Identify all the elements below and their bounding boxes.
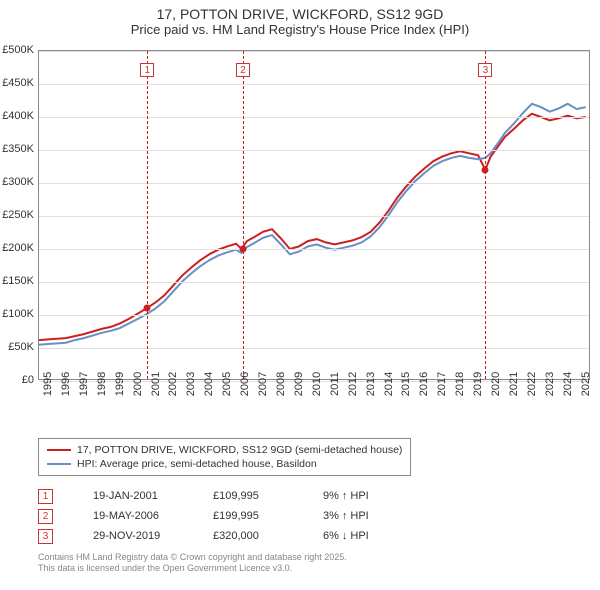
sale-date: 29-NOV-2019 [93, 530, 213, 542]
x-axis-label: 2012 [347, 372, 359, 396]
footer-attribution: Contains HM Land Registry data © Crown c… [38, 552, 347, 575]
x-axis-label: 2002 [167, 372, 179, 396]
x-axis-label: 2008 [275, 372, 287, 396]
y-axis-label: £100K [2, 308, 34, 320]
x-axis-label: 1999 [114, 372, 126, 396]
x-axis-label: 2018 [454, 372, 466, 396]
sale-dot [239, 246, 246, 253]
x-axis-label: 1997 [78, 372, 90, 396]
y-axis-label: £50K [8, 341, 34, 353]
x-axis-label: 2009 [293, 372, 305, 396]
x-axis-label: 2019 [472, 372, 484, 396]
sale-diff: 9% ↑ HPI [323, 490, 413, 502]
sale-dot [482, 166, 489, 173]
sale-date: 19-MAY-2006 [93, 510, 213, 522]
title-address: 17, POTTON DRIVE, WICKFORD, SS12 9GD [0, 6, 600, 22]
x-axis-label: 2023 [544, 372, 556, 396]
sales-table: 1 19-JAN-2001 £109,995 9% ↑ HPI 2 19-MAY… [38, 486, 413, 546]
sale-marker-box: 1 [140, 63, 154, 77]
plot-region: 1 2 3 [38, 50, 590, 380]
y-axis-label: £300K [2, 176, 34, 188]
sale-vline [243, 51, 244, 379]
sale-dot [144, 305, 151, 312]
x-axis-label: 2024 [562, 372, 574, 396]
legend-item: 17, POTTON DRIVE, WICKFORD, SS12 9GD (se… [47, 443, 402, 457]
y-axis-label: £450K [2, 77, 34, 89]
sale-diff: 3% ↑ HPI [323, 510, 413, 522]
y-axis-label: £200K [2, 242, 34, 254]
table-row: 1 19-JAN-2001 £109,995 9% ↑ HPI [38, 486, 413, 506]
x-axis-label: 1995 [42, 372, 54, 396]
x-axis-label: 2011 [329, 372, 341, 396]
y-axis-label: £250K [2, 209, 34, 221]
sale-price: £199,995 [213, 510, 323, 522]
legend: 17, POTTON DRIVE, WICKFORD, SS12 9GD (se… [38, 438, 411, 476]
sale-price: £109,995 [213, 490, 323, 502]
arrow-up-icon: ↑ [342, 490, 348, 502]
legend-label: 17, POTTON DRIVE, WICKFORD, SS12 9GD (se… [77, 444, 402, 456]
sale-marker-box: 2 [38, 509, 53, 524]
sale-marker-box: 2 [236, 63, 250, 77]
x-axis-label: 2015 [400, 372, 412, 396]
x-axis-label: 2022 [526, 372, 538, 396]
y-axis-label: £150K [2, 275, 34, 287]
x-axis-label: 2021 [508, 372, 520, 396]
chart-container: 17, POTTON DRIVE, WICKFORD, SS12 9GD Pri… [0, 0, 600, 590]
x-axis-label: 1996 [60, 372, 72, 396]
sale-vline [147, 51, 148, 379]
legend-swatch [47, 449, 71, 451]
y-axis-label: £500K [2, 44, 34, 56]
x-axis-label: 2007 [257, 372, 269, 396]
legend-item: HPI: Average price, semi-detached house,… [47, 457, 402, 471]
x-axis-label: 2020 [490, 372, 502, 396]
sale-marker-box: 3 [38, 529, 53, 544]
sale-price: £320,000 [213, 530, 323, 542]
sale-marker-box: 1 [38, 489, 53, 504]
y-axis-label: £350K [2, 143, 34, 155]
x-axis-label: 2006 [239, 372, 251, 396]
y-axis-label: £400K [2, 110, 34, 122]
chart-area: 123 £0£50K£100K£150K£200K£250K£300K£350K… [38, 50, 590, 400]
y-axis-label: £0 [22, 374, 34, 386]
table-row: 2 19-MAY-2006 £199,995 3% ↑ HPI [38, 506, 413, 526]
x-axis-label: 2001 [150, 372, 162, 396]
x-axis-label: 2017 [436, 372, 448, 396]
x-axis-label: 2003 [185, 372, 197, 396]
x-axis-label: 2000 [132, 372, 144, 396]
x-axis-label: 2013 [365, 372, 377, 396]
sale-diff: 6% ↓ HPI [323, 530, 413, 542]
sale-vline [485, 51, 486, 379]
x-axis-label: 2010 [311, 372, 323, 396]
legend-label: HPI: Average price, semi-detached house,… [77, 458, 317, 470]
x-axis-label: 2016 [418, 372, 430, 396]
x-axis-label: 2014 [383, 372, 395, 396]
x-axis-label: 1998 [96, 372, 108, 396]
series-price_paid [39, 114, 586, 340]
x-axis-label: 2005 [221, 372, 233, 396]
arrow-up-icon: ↑ [342, 510, 348, 522]
arrow-down-icon: ↓ [342, 530, 348, 542]
legend-swatch [47, 463, 71, 465]
sale-date: 19-JAN-2001 [93, 490, 213, 502]
title-subtitle: Price paid vs. HM Land Registry's House … [0, 22, 600, 37]
x-axis-label: 2004 [203, 372, 215, 396]
title-block: 17, POTTON DRIVE, WICKFORD, SS12 9GD Pri… [0, 0, 600, 39]
sale-marker-box: 3 [478, 63, 492, 77]
table-row: 3 29-NOV-2019 £320,000 6% ↓ HPI [38, 526, 413, 546]
x-axis-label: 2025 [580, 372, 592, 396]
